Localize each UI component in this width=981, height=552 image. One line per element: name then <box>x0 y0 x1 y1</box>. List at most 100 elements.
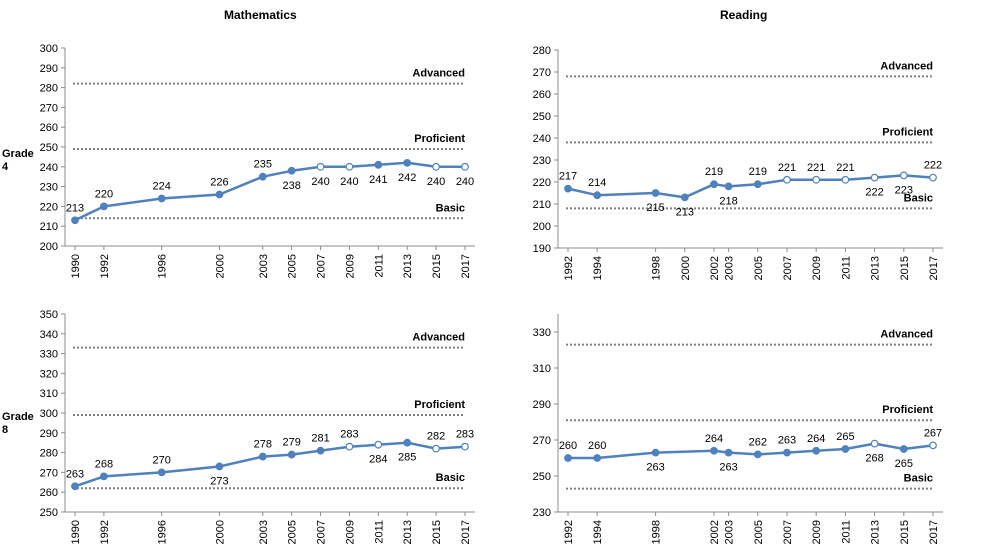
reading-g4-point-1998 <box>651 189 660 197</box>
math-g8-point-2009 <box>345 442 354 451</box>
reading-g4-y-tick-label: 220 <box>533 177 551 189</box>
math-g4-x-tick-label: 2007 <box>316 254 328 278</box>
reading-g8-proficient-label: Proficient <box>882 404 933 416</box>
reading-g4-x-tick-label: 2009 <box>811 256 823 280</box>
math-g4-data-label-2000: 226 <box>210 177 228 189</box>
reading-g8-data-label-2002: 264 <box>705 433 723 445</box>
reading-g4-y-tick-label: 210 <box>533 199 551 211</box>
math-g4-x-tick-label: 2015 <box>431 254 443 278</box>
math-g8-point-2005 <box>287 450 296 459</box>
reading-g8-y-tick-label: 330 <box>533 327 551 339</box>
grade8-row-label: Grade 8 <box>2 411 34 437</box>
reading-g4-x-tick-label: 2017 <box>928 256 940 280</box>
math-g4-x-tick-label: 2009 <box>344 254 356 278</box>
reading-g4-point-2015 <box>899 171 908 180</box>
reading-g4-point-1992 <box>564 184 572 193</box>
reading-column-title: Reading <box>720 8 768 22</box>
math-g4-data-label-2005: 238 <box>282 180 300 192</box>
reading-g8-x-tick-label: 1994 <box>592 520 604 544</box>
reading-g4-x-tick-label: 1992 <box>563 256 575 280</box>
math-g4-data-label-1992: 220 <box>95 188 113 200</box>
math-g8-data-label-2005: 279 <box>282 437 300 449</box>
math-g8-y-tick-label: 340 <box>40 329 58 341</box>
math-g8-point-2003 <box>258 452 267 461</box>
reading-g4-point-2013 <box>870 173 879 182</box>
reading-g8-data-label-2013: 268 <box>865 453 883 465</box>
reading-g4-x-tick-label: 2013 <box>870 256 882 280</box>
reading-g4-x-tick-label: 2007 <box>782 256 794 280</box>
math-g8-x-tick-label: 2007 <box>316 520 328 544</box>
math-g8-y-tick-label: 330 <box>40 349 58 361</box>
reading-g8-point-1994 <box>593 454 602 462</box>
grade8-row-label-line2: 8 <box>2 424 9 436</box>
reading-g4-basic-label: Basic <box>904 192 933 204</box>
reading-g8-point-2007 <box>783 448 791 457</box>
reading-g8-data-label-1992: 260 <box>559 440 577 452</box>
math-g4-y-tick-label: 260 <box>40 122 58 134</box>
math-g8-x-tick-label: 2009 <box>344 520 356 544</box>
math-g4-y-tick-label: 290 <box>40 63 58 75</box>
reading-g4-data-label-1994: 214 <box>588 177 606 189</box>
reading-g4-data-label-2017: 222 <box>924 160 942 172</box>
math-g4-data-label-2011: 241 <box>369 174 387 186</box>
math-g4-point-2005 <box>287 166 296 175</box>
math-g4-y-tick-label: 220 <box>40 201 58 213</box>
math-g8-data-label-2015: 282 <box>427 431 445 443</box>
math-g4-x-tick-label: 2017 <box>460 254 472 278</box>
math-g4-point-1990 <box>71 216 79 225</box>
reading-g4-x-tick-label: 2011 <box>840 256 852 280</box>
reading-g4-point-2009 <box>812 175 821 184</box>
math-g4-x-tick-label: 2000 <box>214 254 226 278</box>
reading-g8-point-2002 <box>710 446 718 455</box>
math-g4-series-line <box>73 161 467 222</box>
math-g8-point-2000 <box>215 462 224 471</box>
reading-g4-x-tick-label: 1994 <box>592 256 604 280</box>
reading-g4-x-tick-label: 2003 <box>724 256 736 280</box>
math-g8-y-tick-label: 250 <box>40 507 58 519</box>
reading-g8-y-tick-label: 310 <box>533 363 551 375</box>
math-g8-point-2007 <box>316 446 325 455</box>
reading-g8-x-tick-label: 2005 <box>753 520 765 544</box>
reading-g8-x-tick-label: 1992 <box>563 520 575 544</box>
math-g8-data-label-2009: 283 <box>340 429 358 441</box>
math-g8-data-label-1992: 268 <box>95 458 113 470</box>
math-g8-point-2015 <box>432 444 441 453</box>
math-g4-data-label-1990: 213 <box>66 202 84 214</box>
reading-g4-y-tick-label: 190 <box>533 243 551 255</box>
math-g4-point-2000 <box>215 190 224 199</box>
math-g4-x-tick-label: 2005 <box>287 254 299 278</box>
math-g8-point-2017 <box>461 442 469 451</box>
math-g4-point-1996 <box>157 194 166 203</box>
math-g8-data-label-2000: 273 <box>210 475 228 487</box>
math-g4-point-2017 <box>461 162 469 171</box>
reading-g8-data-label-2009: 264 <box>807 433 825 445</box>
reading-g8-x-tick-label: 2011 <box>840 520 852 544</box>
math-g4-data-label-2003: 235 <box>254 159 272 171</box>
math-g8-data-label-2011: 284 <box>369 454 387 466</box>
reading-g4-data-label-2011: 221 <box>836 162 854 174</box>
reading-g4-data-label-2013: 222 <box>865 187 883 199</box>
math-g4-y-tick-label: 200 <box>40 241 58 253</box>
reading-g4-y-tick-label: 200 <box>533 221 551 233</box>
reading-g4-point-1994 <box>593 191 602 200</box>
math-g8-y-tick-label: 310 <box>40 388 58 400</box>
math-g8-data-label-2007: 281 <box>311 433 329 445</box>
math-g4-point-2011 <box>374 160 383 169</box>
reading-g8-data-label-1994: 260 <box>588 440 606 452</box>
reading-g4-y-tick-label: 260 <box>533 89 551 101</box>
math-g4-data-label-1996: 224 <box>152 180 170 192</box>
reading-g8-point-2009 <box>812 446 821 455</box>
reading-g8-point-2003 <box>724 448 733 457</box>
math-g8-y-tick-label: 320 <box>40 368 58 380</box>
reading-g4-point-2002 <box>710 180 718 189</box>
reading-g4-point-2007 <box>783 175 791 184</box>
reading-g8-data-label-2017: 267 <box>924 427 942 439</box>
reading-g8-data-label-2015: 265 <box>895 458 913 470</box>
reading-g8-point-2005 <box>753 450 762 459</box>
reading-g4-y-tick-label: 230 <box>533 155 551 167</box>
reading-g8-advanced-label: Advanced <box>880 329 933 341</box>
reading-g4-data-label-1992: 217 <box>559 171 577 183</box>
math-g4-proficient-label: Proficient <box>414 133 465 145</box>
math-g8-data-label-2003: 278 <box>254 439 272 451</box>
